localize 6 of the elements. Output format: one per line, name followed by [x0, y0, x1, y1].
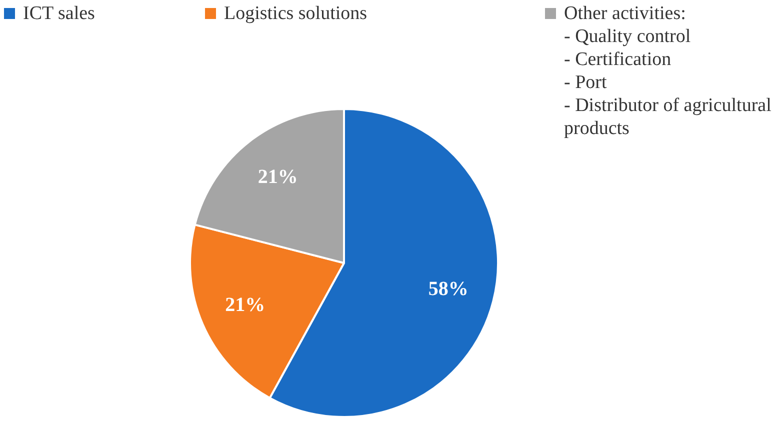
legend-label: ICT sales	[23, 2, 95, 25]
data-label: 21%	[258, 166, 298, 188]
data-label: 21%	[225, 294, 266, 316]
data-label: 58%	[428, 278, 468, 300]
legend-label: Other activities: - Quality control - Certification - Port - Distributor of agricultural products	[564, 2, 772, 140]
legend-label: Logistics solutions	[224, 2, 368, 25]
